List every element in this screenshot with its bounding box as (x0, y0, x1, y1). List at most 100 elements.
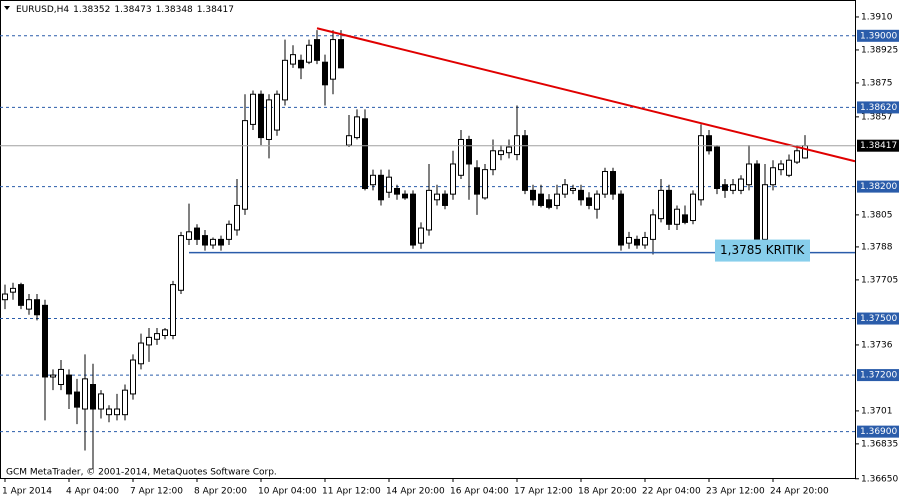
candle-body (650, 214, 656, 240)
candle-body (26, 299, 32, 310)
candle-body (162, 329, 168, 337)
candle-body (506, 146, 512, 154)
candle-body (82, 378, 88, 410)
candle-body (418, 227, 424, 244)
y-tick-label: 1.37705 (861, 275, 898, 285)
candle-body (626, 236, 632, 244)
candle-body (586, 197, 592, 206)
candle-body (42, 304, 48, 378)
candle-body (474, 167, 480, 195)
candle-body (314, 39, 320, 61)
x-tick-label: 8 Apr 20:00 (194, 487, 247, 497)
candle-body (530, 189, 536, 201)
candle-body (466, 138, 472, 165)
candle-body (258, 93, 264, 139)
x-tick-label: 18 Apr 20:00 (578, 487, 637, 497)
candle-body (738, 178, 744, 191)
candle-body (482, 169, 488, 199)
candle-body (2, 293, 8, 301)
candle-body (682, 214, 688, 223)
candle-body (634, 238, 640, 246)
candle-body (138, 342, 144, 365)
candle-body (226, 223, 232, 240)
y-tick-label: 1.3788 (861, 242, 893, 252)
candle-body (450, 163, 456, 195)
candle-body (370, 174, 376, 186)
candle-body (562, 184, 568, 195)
candle-body (434, 193, 440, 201)
candle-body (146, 336, 152, 346)
y-tick-label: 1.3875 (861, 78, 893, 88)
candle-body (618, 193, 624, 246)
level-label-box (857, 29, 899, 42)
candle-body (66, 374, 72, 395)
y-tick-label: 1.36650 (861, 474, 898, 484)
candle-body (666, 189, 672, 225)
candle-body (698, 135, 704, 201)
candle-body (722, 184, 728, 191)
candle-body (202, 235, 208, 246)
candle-body (250, 93, 256, 125)
candle-body (330, 39, 336, 80)
candle-body (90, 384, 96, 410)
candle-body (690, 193, 696, 222)
candle-body (218, 238, 224, 246)
candle-body (290, 54, 296, 65)
support-label-box (715, 239, 810, 262)
candle-body (762, 184, 768, 240)
candle-body (194, 227, 200, 240)
candle-body (658, 189, 664, 220)
candle-body (322, 61, 328, 86)
candle-body (306, 44, 312, 63)
level-label: 1.39000 (860, 31, 897, 41)
candle-body (410, 193, 416, 246)
level-label: 1.37200 (860, 371, 897, 381)
candle-body (98, 393, 104, 410)
x-tick-label: 1 Apr 2014 (2, 487, 52, 497)
y-tick-label: 1.36835 (861, 439, 898, 449)
candle-body (546, 199, 552, 208)
candle-body (610, 171, 616, 195)
candle-body (242, 120, 248, 210)
candle-body (730, 184, 736, 191)
candle-body (210, 238, 216, 246)
candle-body (34, 299, 40, 316)
candle-body (154, 333, 160, 340)
candle-body (178, 235, 184, 291)
footer: GCM MetaTrader, © 2001-2014, MetaQuotes … (6, 468, 277, 478)
symbol: EURUSD,H4 (16, 5, 69, 15)
candle-body (490, 150, 496, 171)
candle-body (426, 189, 432, 231)
candle-body (714, 146, 720, 189)
current-price-box (857, 139, 899, 152)
y-tick-label: 1.3910 (861, 12, 893, 22)
x-tick-label: 4 Apr 04:00 (66, 487, 119, 497)
candle-body (338, 39, 344, 69)
support-label: 1,3785 KRITIK (720, 243, 805, 257)
plot-frame (0, 0, 856, 479)
candle-body (570, 187, 576, 191)
candle-body (362, 118, 368, 189)
candle-body (234, 204, 240, 231)
candle-body (778, 163, 784, 171)
level-label: 1.37500 (860, 314, 897, 324)
candle-body (122, 389, 128, 416)
header-close: 1.38417 (197, 5, 234, 15)
y-tick-label: 1.3736 (861, 340, 893, 350)
level-label: 1.36900 (860, 427, 897, 437)
candle-body (274, 93, 280, 131)
candle-body (578, 189, 584, 201)
candle-body (298, 59, 304, 69)
current-price-label: 1.38417 (860, 141, 897, 151)
candle-body (402, 193, 408, 199)
candle-body (786, 159, 792, 176)
candle-body (170, 284, 176, 337)
candle-body (770, 167, 776, 186)
candle-body (522, 135, 528, 191)
y-tick-label: 1.38925 (861, 45, 898, 55)
x-tick-label: 17 Apr 12:00 (514, 487, 573, 497)
candle-body (18, 284, 24, 306)
candle-body (10, 287, 16, 293)
y-tick-label: 1.3805 (861, 210, 893, 220)
